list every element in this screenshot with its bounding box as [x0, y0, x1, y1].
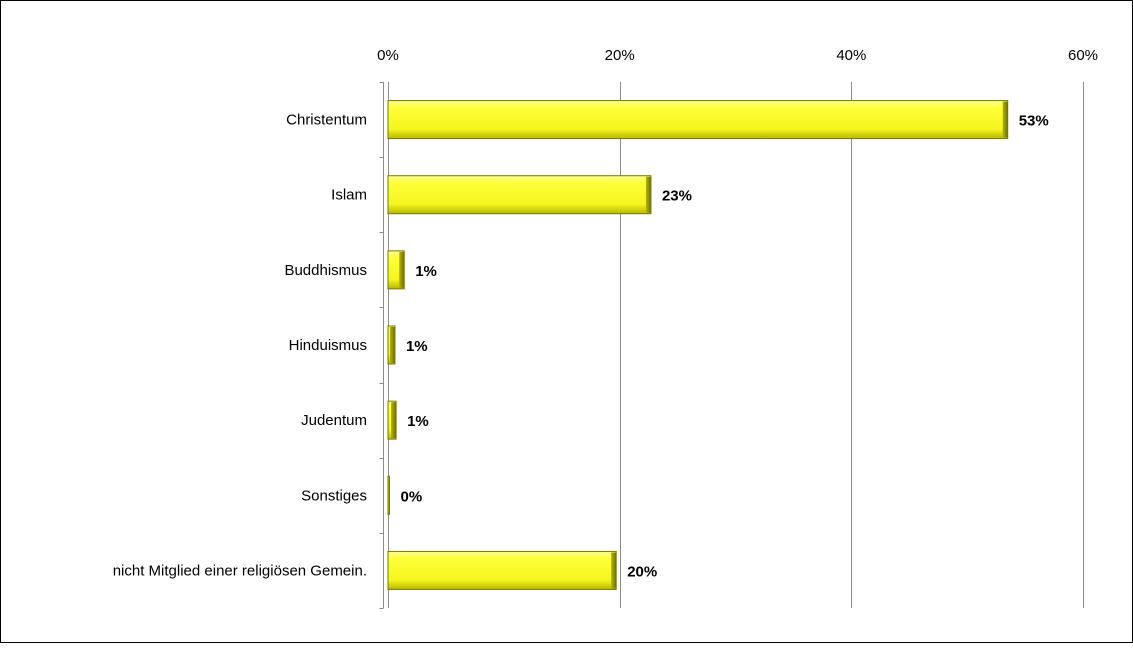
labels: 0% 20% 40% 60% Christentum 53% Islam 23% Buddhis… [113, 47, 1098, 580]
axes [379, 82, 384, 609]
bar-body [387, 550, 617, 590]
bar [387, 325, 396, 365]
x-tick-label: 20% [605, 47, 635, 64]
bar [387, 400, 397, 440]
data-label: 0% [401, 488, 423, 505]
bar [387, 250, 405, 290]
bar [387, 175, 652, 215]
category-label: nicht Mitglied einer religiösen Gemein. [113, 562, 367, 579]
data-label: 1% [415, 263, 437, 280]
data-label: 23% [662, 188, 692, 205]
data-label: 53% [1019, 113, 1049, 130]
bar-body [387, 100, 1009, 140]
bar-cap [391, 402, 397, 439]
bar-cap [399, 251, 405, 288]
data-label: 20% [627, 563, 657, 580]
x-tick-label: 40% [836, 47, 866, 64]
bar [387, 475, 390, 515]
bar-cap [389, 327, 395, 363]
bar-cap [645, 176, 651, 213]
category-label: Buddhismus [284, 262, 367, 279]
category-label: Islam [331, 187, 367, 204]
category-label: Hinduismus [289, 337, 367, 354]
bars [387, 100, 1009, 590]
bar-body [387, 175, 652, 215]
category-label: Sonstiges [301, 487, 367, 504]
bar-cap [1002, 101, 1008, 138]
data-label: 1% [406, 338, 428, 355]
category-label: Christentum [286, 112, 367, 129]
x-tick-label: 60% [1068, 47, 1098, 64]
bar-cap [388, 477, 390, 514]
category-label: Judentum [301, 412, 367, 429]
bar-cap [611, 552, 617, 589]
data-label: 1% [407, 413, 429, 430]
bar [387, 100, 1009, 140]
x-tick-label: 0% [377, 47, 399, 64]
bar [387, 550, 617, 590]
